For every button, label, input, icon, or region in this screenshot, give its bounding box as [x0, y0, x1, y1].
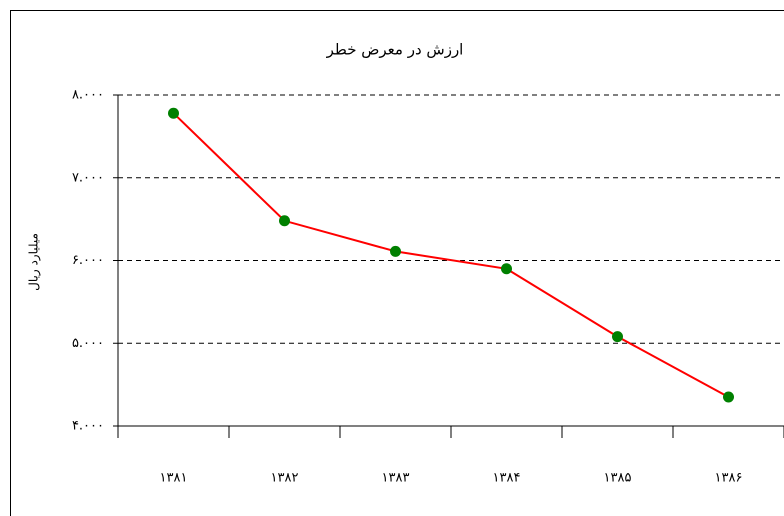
data-point	[390, 246, 401, 257]
x-tick-label: ۱۳۸۶	[715, 471, 743, 486]
x-tick-label: ۱۳۸۵	[604, 471, 632, 486]
y-tick-label: ۶.۰۰۰	[72, 253, 104, 268]
y-axis-label: میلیارد ریال	[27, 233, 42, 291]
data-point	[279, 215, 290, 226]
data-point	[612, 331, 623, 342]
chart-title: ارزش در معرض خطر	[326, 41, 464, 59]
chart-border	[11, 11, 784, 516]
x-tick-label: ۱۳۸۴	[493, 471, 521, 486]
data-point	[168, 108, 179, 119]
y-tick-label: ۸.۰۰۰	[72, 88, 104, 103]
data-point	[723, 392, 734, 403]
x-tick-label: ۱۳۸۳	[382, 471, 410, 486]
series-line	[174, 113, 729, 397]
y-tick-label: ۴.۰۰۰	[72, 419, 104, 434]
chart: ارزش در معرض خطر میلیارد ریال ۴.۰۰۰ ۵.۰۰۰…	[0, 0, 784, 516]
y-tick-label: ۵.۰۰۰	[72, 336, 104, 351]
y-tick-label: ۷.۰۰۰	[72, 170, 104, 185]
x-tick-label: ۱۳۸۲	[271, 471, 299, 486]
data-point	[501, 263, 512, 274]
x-tick-label: ۱۳۸۱	[160, 471, 188, 486]
